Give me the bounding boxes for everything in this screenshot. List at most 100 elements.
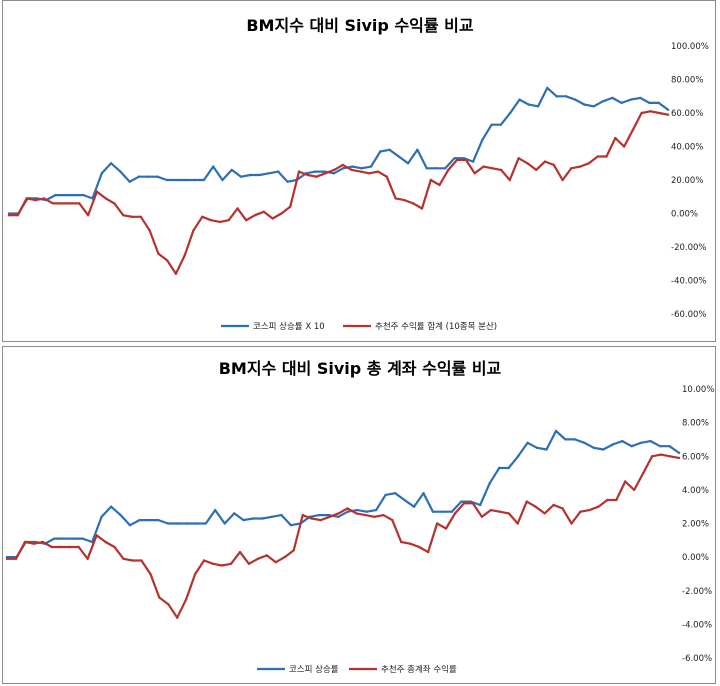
- data-point: [156, 175, 159, 178]
- data-point: [403, 498, 406, 502]
- data-point: [379, 150, 382, 153]
- data-point: [100, 172, 104, 175]
- data-point: [364, 513, 367, 517]
- data-point: [301, 513, 304, 517]
- data-point: [265, 554, 268, 557]
- data-point: [194, 572, 197, 576]
- data-point: [535, 446, 539, 449]
- data-point: [221, 178, 224, 182]
- chart-panel-1: BM지수 대비 Sivip 수익률 비교 100.00% 80.00% 60.00% 4…: [2, 0, 716, 342]
- data-point: [479, 503, 482, 507]
- series-line: [5, 453, 681, 619]
- data-point: [525, 500, 528, 503]
- data-point: [34, 198, 37, 202]
- data-point: [119, 513, 122, 517]
- data-point: [220, 564, 224, 567]
- data-point: [574, 98, 577, 101]
- data-point: [564, 438, 567, 441]
- data-point: [212, 165, 215, 168]
- data-point: [283, 555, 286, 559]
- data-point: [509, 111, 512, 115]
- data-point: [640, 111, 643, 115]
- data-point: [422, 492, 425, 495]
- data-point: [54, 193, 57, 197]
- data-point: [7, 214, 11, 217]
- data-point: [176, 616, 179, 619]
- data-point: [517, 157, 520, 160]
- data-point: [128, 180, 131, 183]
- data-point: [605, 155, 608, 158]
- data-point: [382, 513, 385, 517]
- data-point: [450, 510, 453, 513]
- data-point: [122, 557, 125, 560]
- data-point: [332, 168, 336, 172]
- data-point: [332, 172, 336, 175]
- data-point: [666, 113, 670, 116]
- legend-label: 추천주 수익률 합계 (10종목 분산): [375, 321, 497, 332]
- data-point: [631, 128, 635, 131]
- data-point: [147, 518, 151, 522]
- data-point: [391, 518, 394, 522]
- data-point: [192, 229, 195, 232]
- y-tick-label: -2.00%: [682, 587, 712, 597]
- y-tick-label: 60.00%: [671, 109, 703, 119]
- data-point: [346, 510, 349, 513]
- data-point: [490, 123, 493, 126]
- data-point: [573, 438, 577, 441]
- data-point: [403, 198, 406, 202]
- legend-label: 코스피 상승률 X 10: [253, 321, 325, 332]
- data-point: [642, 471, 645, 475]
- data-point: [238, 550, 242, 554]
- data-point: [527, 103, 530, 106]
- y-tick-label: 40.00%: [671, 143, 703, 153]
- data-point: [441, 510, 444, 513]
- data-point: [195, 522, 198, 525]
- data-point: [324, 172, 327, 175]
- data-point: [165, 178, 168, 182]
- data-point: [462, 502, 466, 505]
- data-point: [596, 155, 599, 158]
- data-point: [592, 446, 595, 449]
- data-point: [128, 524, 132, 527]
- data-point: [516, 455, 520, 458]
- data-point: [561, 507, 564, 510]
- data-point: [658, 445, 662, 448]
- data-point: [341, 167, 345, 170]
- data-point: [209, 219, 213, 222]
- data-point: [649, 439, 652, 443]
- data-point: [51, 202, 55, 205]
- data-point: [385, 175, 388, 178]
- chart-svg: BM지수 대비 Sivip 수익률 비교 100.00% 80.00% 60.00% 4…: [7, 16, 709, 332]
- data-point: [499, 168, 503, 172]
- data-point: [82, 193, 85, 197]
- data-point: [251, 517, 255, 520]
- data-point: [23, 540, 27, 544]
- data-point: [360, 167, 363, 170]
- data-point: [409, 542, 412, 545]
- data-point: [444, 527, 448, 530]
- data-point: [400, 540, 403, 544]
- data-point: [543, 512, 546, 515]
- data-point: [356, 508, 359, 512]
- data-point: [119, 170, 122, 173]
- data-point: [63, 193, 66, 197]
- data-point: [68, 545, 71, 549]
- data-point: [122, 214, 125, 217]
- data-point: [554, 429, 558, 433]
- data-point: [59, 545, 62, 549]
- series-line: [7, 86, 670, 215]
- y-tick-label: 8.00%: [682, 419, 709, 429]
- data-point: [444, 167, 447, 170]
- data-point: [668, 445, 671, 448]
- data-point: [137, 175, 141, 178]
- data-point: [425, 167, 428, 170]
- data-point: [480, 515, 484, 518]
- data-point: [242, 518, 245, 522]
- data-point: [230, 168, 233, 172]
- data-point: [650, 455, 654, 458]
- data-point: [174, 272, 178, 275]
- data-point: [592, 105, 595, 108]
- data-point: [100, 515, 103, 518]
- data-point: [289, 524, 293, 527]
- data-point: [393, 492, 397, 495]
